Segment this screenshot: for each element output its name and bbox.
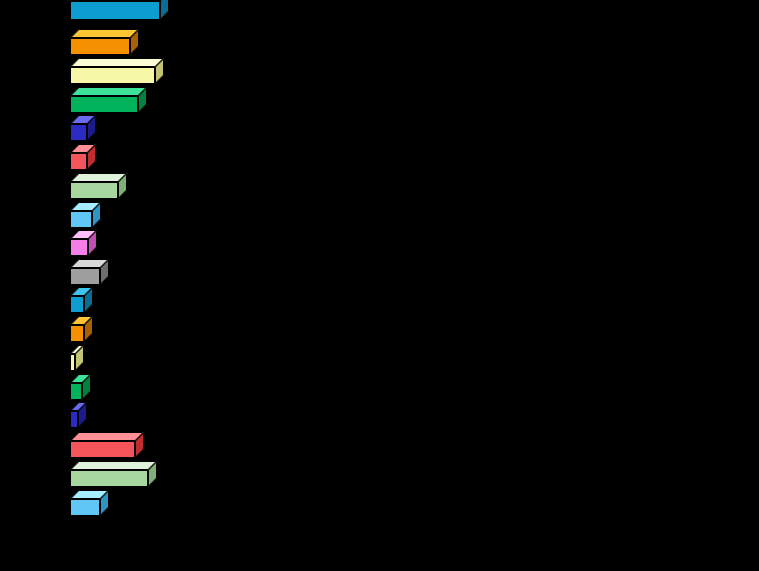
bar-front-face [70, 354, 75, 371]
bar-6[interactable] [70, 144, 96, 170]
bar-front-face [70, 96, 138, 113]
bar-5[interactable] [70, 115, 96, 141]
bar-front-face [70, 411, 78, 428]
bar-11[interactable] [70, 287, 93, 313]
bar-front-face [70, 470, 148, 487]
bar-front-face [70, 38, 130, 55]
bar-front-face [70, 441, 135, 458]
bar-front-face [70, 211, 92, 228]
bar-8[interactable] [70, 202, 101, 228]
bar-front-face [70, 1, 160, 20]
bar-front-face [70, 239, 88, 256]
bar-9[interactable] [70, 230, 97, 256]
bar-12[interactable] [70, 316, 93, 342]
bar-3[interactable] [70, 58, 164, 84]
bar-4[interactable] [70, 87, 147, 113]
bar-front-face [70, 153, 87, 170]
bar-1[interactable] [70, 0, 169, 20]
bar-front-face [70, 268, 100, 285]
bar-front-face [70, 383, 82, 400]
bar-front-face [70, 325, 84, 342]
bar-front-face [70, 182, 118, 199]
bar-front-face [70, 296, 84, 313]
bar-top-face [70, 58, 164, 67]
bar-front-face [70, 124, 87, 141]
bar-top-face [70, 461, 157, 470]
bar-2[interactable] [70, 29, 139, 55]
bar-top-face [70, 432, 144, 441]
bar-10[interactable] [70, 259, 109, 285]
bar-17[interactable] [70, 461, 157, 487]
bar-top-face [70, 29, 139, 38]
bar-7[interactable] [70, 173, 127, 199]
bar-side-face [160, 0, 169, 20]
bar-18[interactable] [70, 490, 109, 516]
bar-15[interactable] [70, 402, 87, 428]
bar-14[interactable] [70, 374, 91, 400]
bar-13[interactable] [70, 345, 84, 371]
bar-front-face [70, 499, 100, 516]
bar-front-face [70, 67, 155, 84]
bar-top-face [70, 173, 127, 182]
bar-top-face [70, 87, 147, 96]
bar-16[interactable] [70, 432, 144, 458]
